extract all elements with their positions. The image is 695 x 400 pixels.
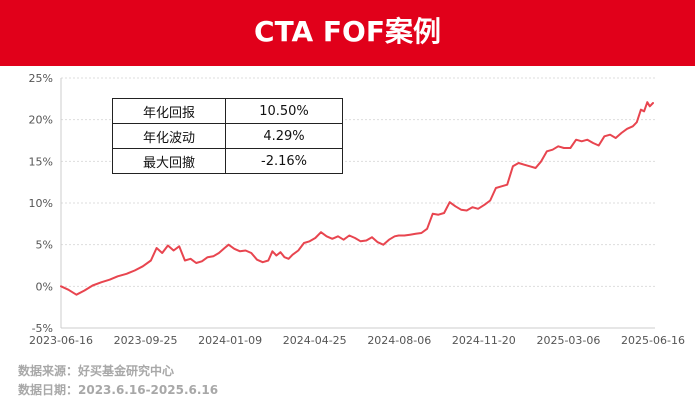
x-tick-label: 2024-11-20 xyxy=(452,334,516,347)
stats-row-annual-return: 年化回报 10.50% xyxy=(112,98,343,124)
y-tick-label: 15% xyxy=(29,155,53,168)
series-layer xyxy=(60,101,654,296)
y-tick-label: -5% xyxy=(32,322,53,335)
y-tick-label: 5% xyxy=(36,239,53,252)
x-tick-label: 2024-08-06 xyxy=(367,334,431,347)
stats-row-annual-volatility: 年化波动 4.29% xyxy=(112,123,343,149)
line-chart: 25% 20% 15% 10% 5% 0% -5% 2023-06-16 2023-09-25… xyxy=(29,72,685,347)
x-tick-label: 2024-04-25 xyxy=(283,334,347,347)
y-tick-label: 10% xyxy=(29,197,53,210)
series-line xyxy=(60,101,654,296)
data-date-note: 数据日期：2023.6.16-2025.6.16 xyxy=(18,383,219,397)
stats-label: 最大回撤 xyxy=(112,148,226,174)
stats-value: -2.16% xyxy=(225,148,343,174)
x-tick-label: 2023-09-25 xyxy=(114,334,178,347)
x-tick-label: 2023-06-16 xyxy=(29,334,93,347)
y-axis: 25% 20% 15% 10% 5% 0% -5% xyxy=(29,72,62,335)
x-tick-label: 2025-06-16 xyxy=(621,334,685,347)
stats-label: 年化波动 xyxy=(112,123,226,149)
x-axis: 2023-06-16 2023-09-25 2024-01-09 2024-04-25… xyxy=(29,327,685,347)
x-tick-label: 2025-03-06 xyxy=(536,334,600,347)
stats-table: 年化回报 10.50% 年化波动 4.29% 最大回撤 -2.16% xyxy=(112,98,343,174)
data-source-note: 数据来源：好买基金研究中心 xyxy=(18,364,175,378)
chart-title: CTA FOF案例 xyxy=(254,15,441,48)
stats-value: 4.29% xyxy=(225,123,343,149)
y-tick-label: 25% xyxy=(29,72,53,85)
x-tick-label: 2024-01-09 xyxy=(198,334,262,347)
y-tick-label: 20% xyxy=(29,114,53,127)
y-tick-label: 0% xyxy=(36,280,53,293)
stats-value: 10.50% xyxy=(225,98,343,124)
title-banner: CTA FOF案例 xyxy=(0,0,695,66)
stats-row-max-drawdown: 最大回撤 -2.16% xyxy=(112,148,343,174)
stats-label: 年化回报 xyxy=(112,98,226,124)
